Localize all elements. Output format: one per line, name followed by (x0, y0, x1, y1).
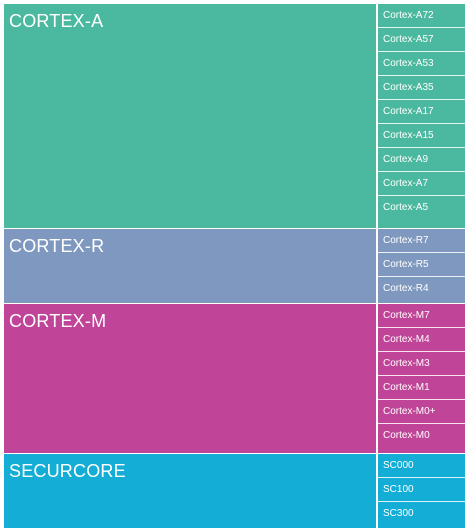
family-cortex-m: CORTEX-M Cortex-M7 Cortex-M4 Cortex-M3 C… (4, 304, 465, 453)
family-title: CORTEX-R (4, 229, 376, 303)
core-list: Cortex-M7 Cortex-M4 Cortex-M3 Cortex-M1 … (378, 304, 465, 453)
core-item[interactable]: Cortex-A53 (378, 52, 465, 76)
core-item[interactable]: Cortex-A72 (378, 4, 465, 28)
core-item[interactable]: Cortex-M7 (378, 304, 465, 328)
core-item[interactable]: Cortex-A57 (378, 28, 465, 52)
core-item[interactable]: Cortex-M0+ (378, 400, 465, 424)
family-title: CORTEX-M (4, 304, 376, 453)
core-item[interactable]: Cortex-A7 (378, 172, 465, 196)
core-item[interactable]: Cortex-A17 (378, 100, 465, 124)
divider (376, 454, 378, 528)
core-item[interactable]: Cortex-R4 (383, 283, 429, 294)
core-item[interactable]: Cortex-A35 (378, 76, 465, 100)
core-item[interactable]: Cortex-A15 (378, 124, 465, 148)
core-item[interactable]: SC100 (378, 478, 465, 502)
family-title: SECURCORE (4, 454, 376, 528)
divider (376, 4, 378, 228)
core-list: Cortex-R7 Cortex-R5 Cortex-R4 (378, 229, 465, 303)
family-title: CORTEX-A (4, 4, 376, 228)
core-item[interactable]: Cortex-A9 (378, 148, 465, 172)
processor-family-chart: CORTEX-A Cortex-A72 Cortex-A57 Cortex-A5… (4, 4, 465, 528)
family-securcore: SECURCORE SC000 SC100 SC300 (4, 454, 465, 528)
core-list: SC000 SC100 SC300 (378, 454, 465, 528)
core-item[interactable]: Cortex-M0 (383, 430, 430, 441)
core-list: Cortex-A72 Cortex-A57 Cortex-A53 Cortex-… (378, 4, 465, 228)
core-item[interactable]: Cortex-M4 (378, 328, 465, 352)
family-cortex-a: CORTEX-A Cortex-A72 Cortex-A57 Cortex-A5… (4, 4, 465, 228)
core-item[interactable]: SC000 (378, 454, 465, 478)
core-item[interactable]: Cortex-M3 (378, 352, 465, 376)
divider (376, 304, 378, 453)
core-item[interactable]: SC300 (383, 508, 414, 519)
core-item[interactable]: Cortex-A5 (383, 202, 429, 213)
core-item[interactable]: Cortex-R7 (378, 229, 465, 253)
core-item[interactable]: Cortex-M1 (378, 376, 465, 400)
family-cortex-r: CORTEX-R Cortex-R7 Cortex-R5 Cortex-R4 (4, 229, 465, 303)
core-item[interactable]: Cortex-R5 (378, 253, 465, 277)
divider (376, 229, 378, 303)
